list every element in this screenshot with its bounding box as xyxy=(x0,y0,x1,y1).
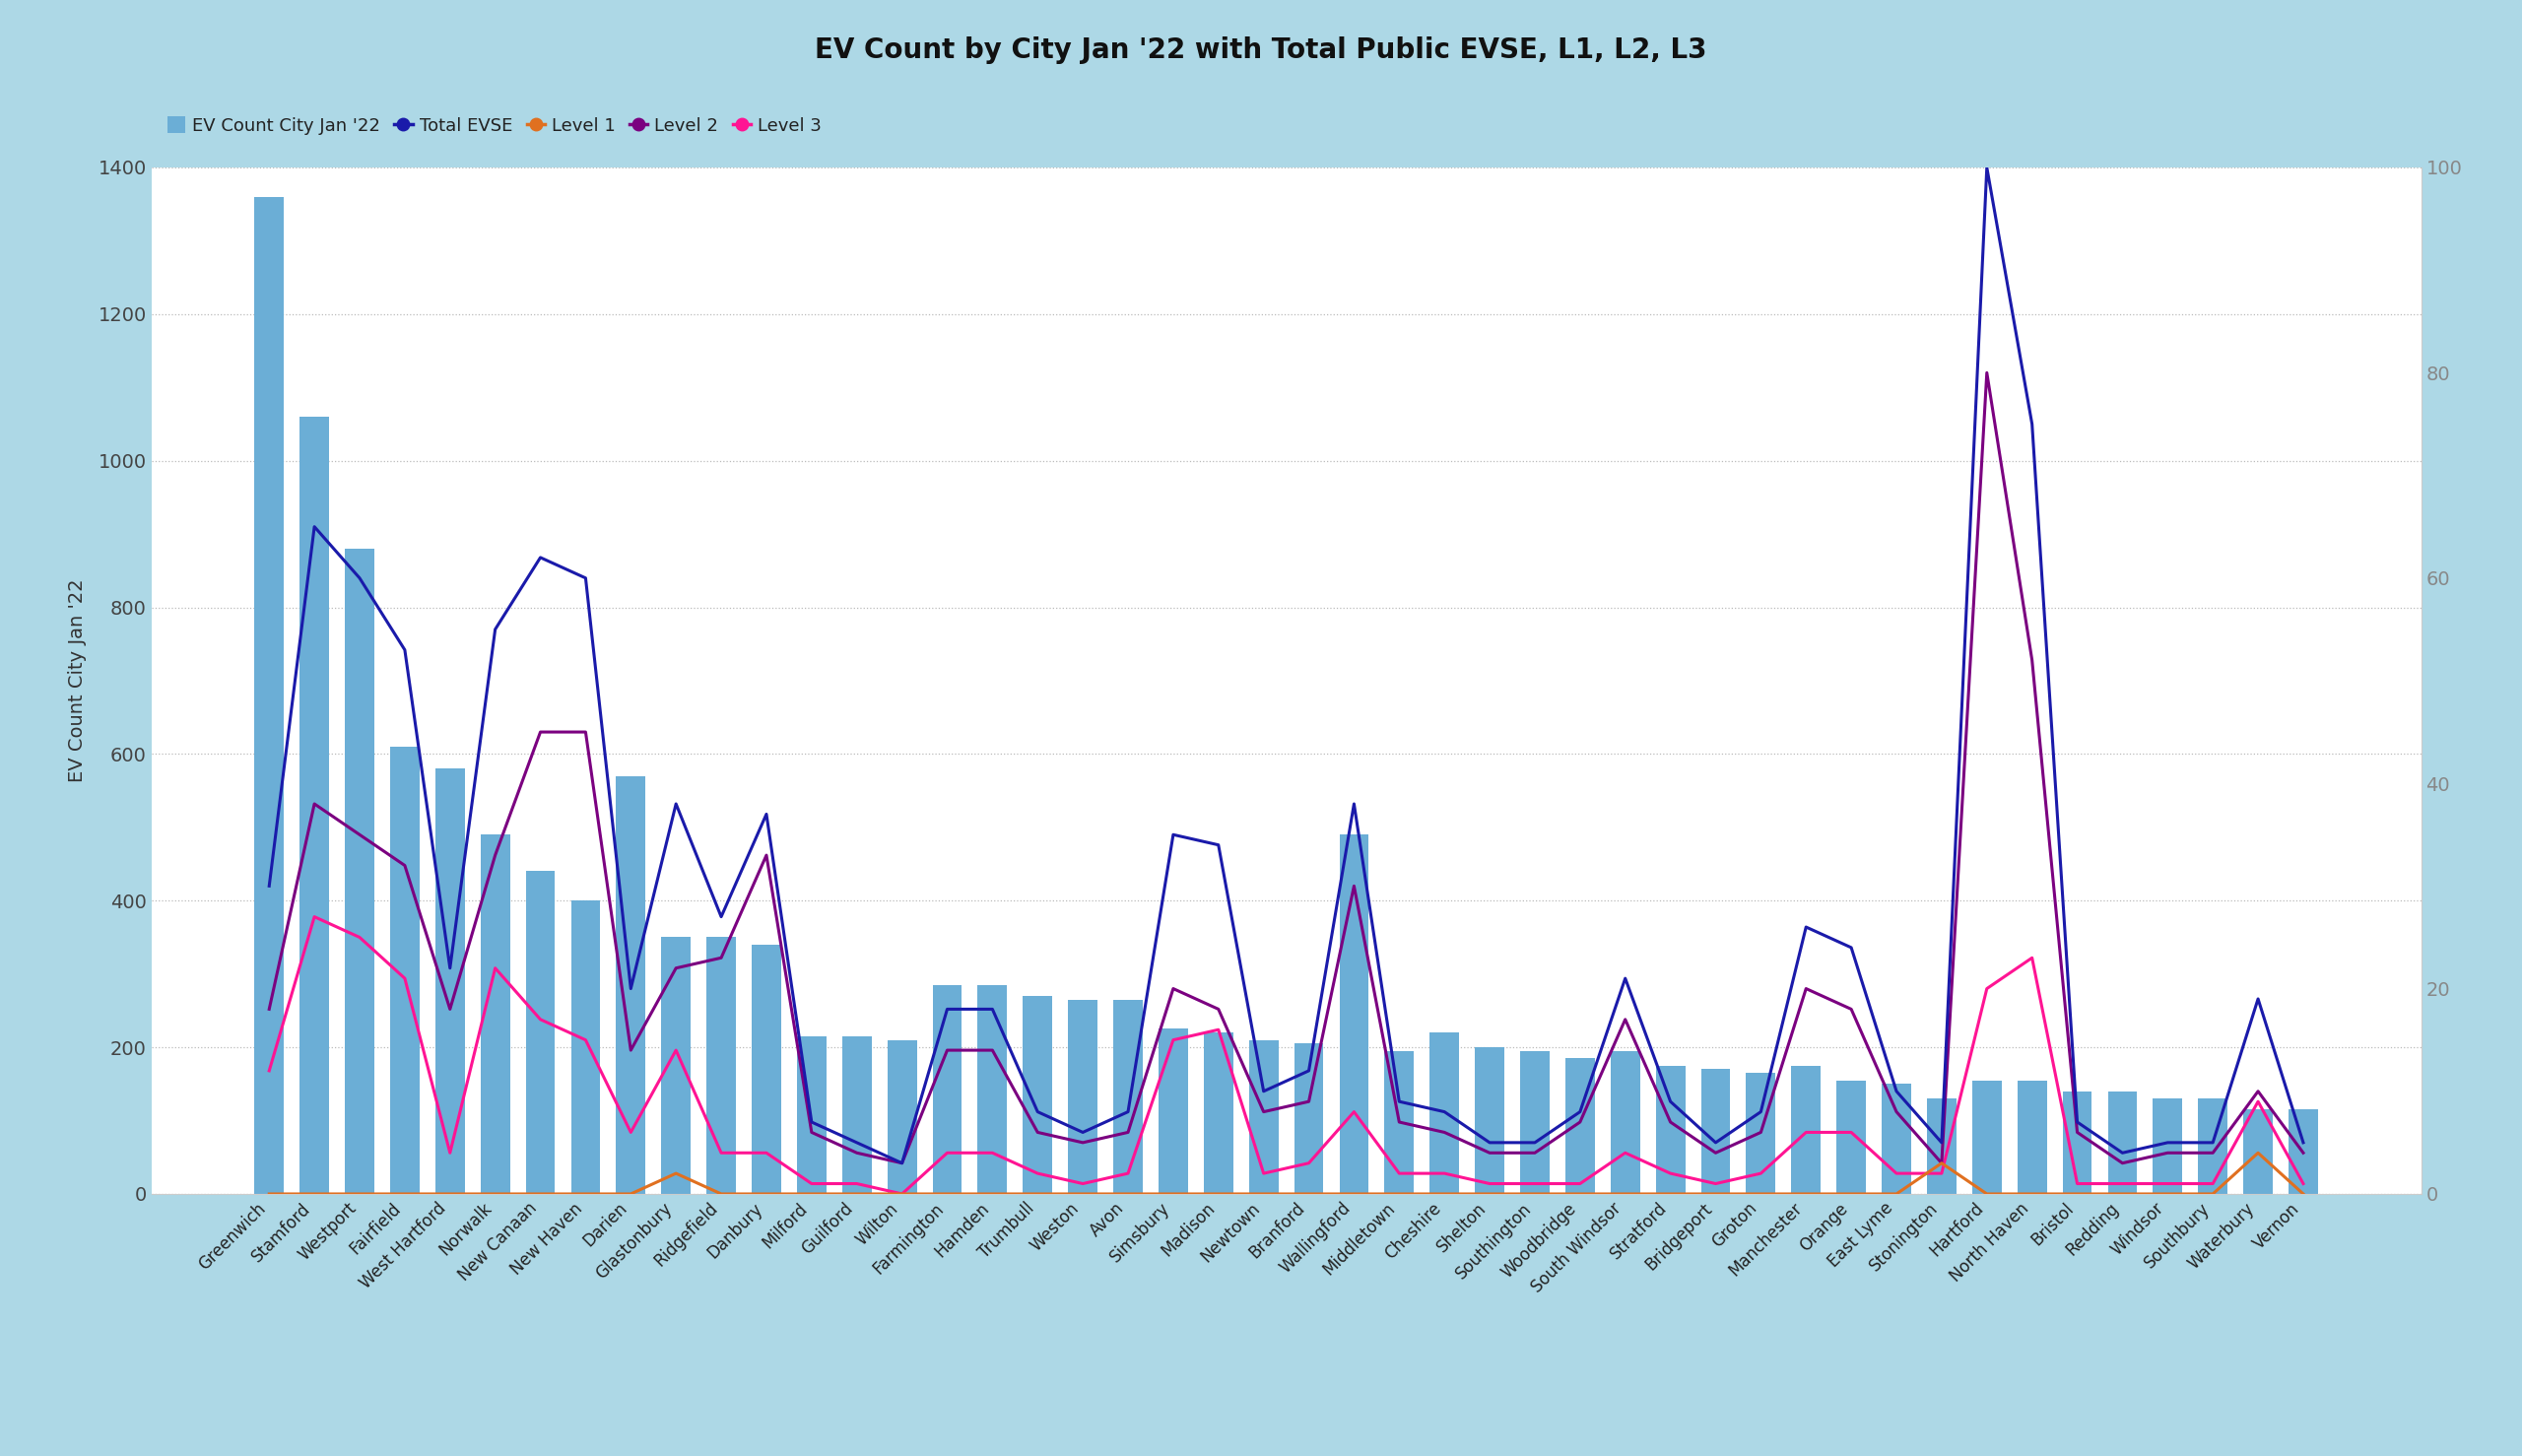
Bar xyxy=(2108,1092,2136,1194)
Bar xyxy=(525,871,555,1194)
Bar xyxy=(2063,1092,2091,1194)
Bar xyxy=(1836,1080,1866,1194)
Bar xyxy=(1069,1000,1097,1194)
Bar xyxy=(436,769,464,1194)
Bar xyxy=(1385,1051,1415,1194)
Bar xyxy=(391,747,419,1194)
Bar xyxy=(842,1037,873,1194)
Legend: EV Count City Jan '22, Total EVSE, Level 1, Level 2, Level 3: EV Count City Jan '22, Total EVSE, Level… xyxy=(161,109,830,141)
Bar xyxy=(1881,1083,1912,1194)
Bar xyxy=(933,984,961,1194)
Bar xyxy=(706,938,736,1194)
Bar xyxy=(1521,1051,1549,1194)
Bar xyxy=(1700,1069,1730,1194)
Bar xyxy=(1475,1047,1503,1194)
Bar xyxy=(2245,1109,2272,1194)
Bar xyxy=(661,938,691,1194)
Bar xyxy=(1203,1032,1233,1194)
Bar xyxy=(1972,1080,2002,1194)
Bar xyxy=(615,776,646,1194)
Bar xyxy=(2018,1080,2048,1194)
Bar xyxy=(1248,1040,1279,1194)
Bar xyxy=(2199,1099,2227,1194)
Bar xyxy=(888,1040,915,1194)
Bar xyxy=(979,984,1006,1194)
Bar xyxy=(1657,1066,1685,1194)
Bar xyxy=(1927,1099,1957,1194)
Y-axis label: EV Count City Jan '22: EV Count City Jan '22 xyxy=(68,579,88,782)
Bar xyxy=(752,945,782,1194)
Bar xyxy=(1612,1051,1639,1194)
Text: EV Count by City Jan '22 with Total Public EVSE, L1, L2, L3: EV Count by City Jan '22 with Total Publ… xyxy=(815,36,1707,64)
Bar xyxy=(1430,1032,1460,1194)
Bar xyxy=(1339,834,1369,1194)
Bar xyxy=(1158,1029,1188,1194)
Bar xyxy=(1791,1066,1821,1194)
Bar xyxy=(346,549,373,1194)
Bar xyxy=(2154,1099,2182,1194)
Bar xyxy=(255,197,285,1194)
Bar xyxy=(2287,1109,2318,1194)
Bar xyxy=(1112,1000,1142,1194)
Bar xyxy=(1294,1044,1324,1194)
Bar xyxy=(797,1037,827,1194)
Bar xyxy=(570,901,600,1194)
Bar xyxy=(1745,1073,1775,1194)
Bar xyxy=(300,416,328,1194)
Bar xyxy=(1566,1059,1594,1194)
Bar xyxy=(482,834,509,1194)
Bar xyxy=(1024,996,1052,1194)
